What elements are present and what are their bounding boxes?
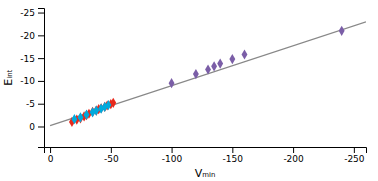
tick-mark: [354, 147, 355, 153]
tick: -150: [223, 147, 244, 164]
series: [169, 26, 345, 89]
marks: [50, 22, 366, 127]
tick-label: -10: [20, 76, 35, 86]
tick-label: -50: [104, 154, 119, 164]
axis-line: [38, 9, 45, 148]
axis-line: [45, 148, 367, 154]
tick-label: -5: [26, 99, 35, 109]
y-axis-title: Eᵢₙₜ: [2, 69, 15, 86]
tick: -200: [283, 147, 304, 164]
tick-label: -250: [344, 154, 365, 164]
tick-mark: [111, 147, 112, 153]
tick-mark: [38, 58, 44, 59]
point: [110, 98, 116, 108]
point: [84, 110, 90, 120]
tick: 0: [48, 147, 54, 164]
tick: -250: [344, 147, 365, 164]
point: [169, 78, 175, 88]
point: [217, 59, 223, 69]
plot-area: 0 -50 -100 -150 -200 -250 0 -5 -10 -15 -20 -25: [20, 8, 366, 164]
point: [205, 64, 211, 74]
point: [229, 54, 235, 64]
tick: -25: [20, 8, 44, 18]
tick: -50: [104, 147, 119, 164]
point: [93, 105, 99, 115]
tick-mark: [38, 35, 44, 36]
tick-mark: [38, 104, 44, 105]
point: [78, 112, 84, 122]
tick-mark: [232, 147, 233, 153]
tick: -5: [26, 99, 44, 109]
tick-label: -15: [20, 54, 35, 64]
tick-mark: [38, 126, 44, 127]
tick: 0: [29, 122, 44, 132]
x-axis: 0 -50 -100 -150 -200 -250: [45, 147, 367, 164]
tick-label: -25: [20, 8, 35, 18]
point: [339, 26, 345, 36]
x-axis-title: Vₘᵢₙ: [195, 167, 216, 180]
tick-label: -20: [20, 31, 35, 41]
chart: 0 -50 -100 -150 -200 -250 0 -5 -10 -15 -20 -25 Vₘᵢₙ E…: [0, 0, 378, 181]
tick: -15: [20, 54, 44, 64]
tick-mark: [38, 81, 44, 82]
tick-mark: [172, 147, 173, 153]
series: [71, 100, 111, 124]
point: [105, 100, 111, 110]
tick-mark: [50, 147, 51, 153]
point: [71, 114, 77, 124]
tick-mark: [293, 147, 294, 153]
tick: -10: [20, 76, 44, 86]
point: [242, 49, 248, 59]
series: [69, 98, 116, 127]
tick-label: -150: [223, 154, 244, 164]
tick-label: -200: [283, 154, 304, 164]
tick-label: -100: [162, 154, 183, 164]
tick: -100: [162, 147, 183, 164]
trend-line: [50, 22, 366, 126]
point: [193, 69, 199, 79]
y-axis: 0 -5 -10 -15 -20 -25: [20, 8, 44, 148]
tick: -20: [20, 31, 44, 41]
tick-mark: [38, 13, 44, 14]
tick-label: 0: [29, 122, 35, 132]
point: [211, 61, 217, 71]
tick-label: 0: [48, 154, 54, 164]
